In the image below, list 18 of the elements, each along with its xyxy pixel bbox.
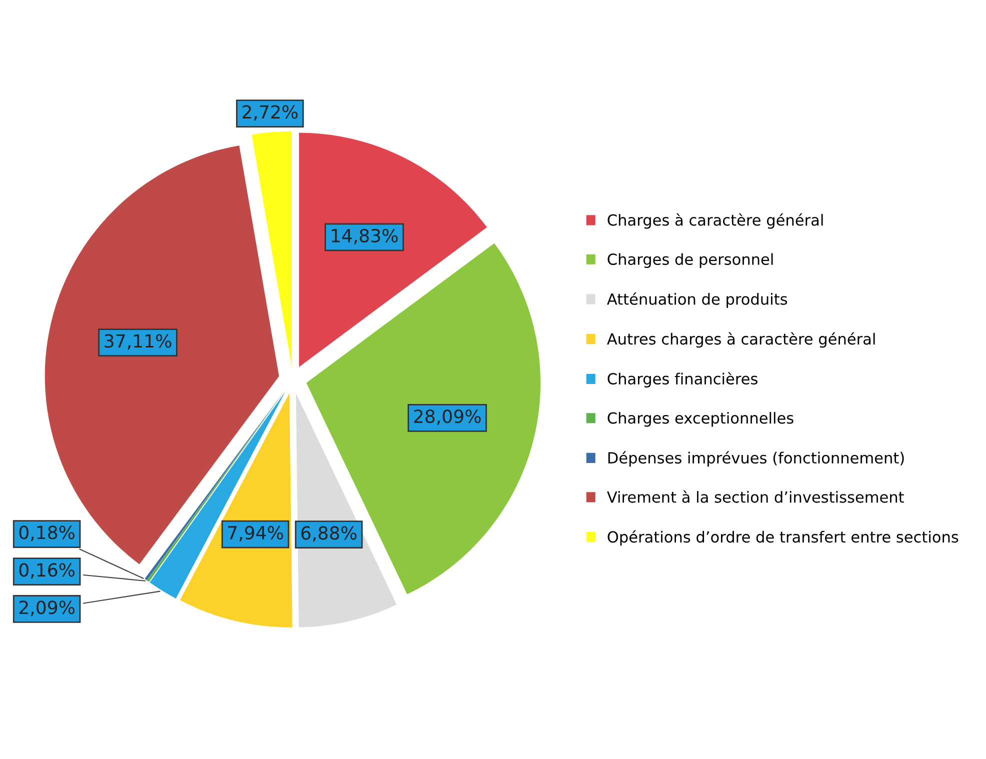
data-label: 2,72% <box>242 105 298 121</box>
legend-label: Charges exceptionnelles <box>608 412 794 427</box>
legend-label: Autres charges à caractère général <box>606 332 875 348</box>
legend-label: Dépenses imprévues (fonctionnement) <box>608 451 904 467</box>
data-label: 28,09% <box>414 409 481 425</box>
data-label: 2,09% <box>19 600 75 616</box>
legend-label: Charges de personnel <box>608 253 773 268</box>
data-label: 37,11% <box>104 334 172 350</box>
data-label: 14,83% <box>332 228 398 244</box>
data-label: 7,94% <box>228 526 284 542</box>
legend-label: Opérations d’ordre de transfert entre sections <box>608 530 958 546</box>
data-label: 0,18% <box>19 526 75 542</box>
legend-label: Charges financières <box>608 372 758 388</box>
data-label: 6,88% <box>301 526 357 542</box>
data-label: 0,16% <box>19 563 75 579</box>
legend-label: Atténuation de produits <box>606 292 788 308</box>
legend-label: Virement à la section d’investissement <box>606 490 904 503</box>
legend-label: Charges à caractère général <box>608 213 823 229</box>
